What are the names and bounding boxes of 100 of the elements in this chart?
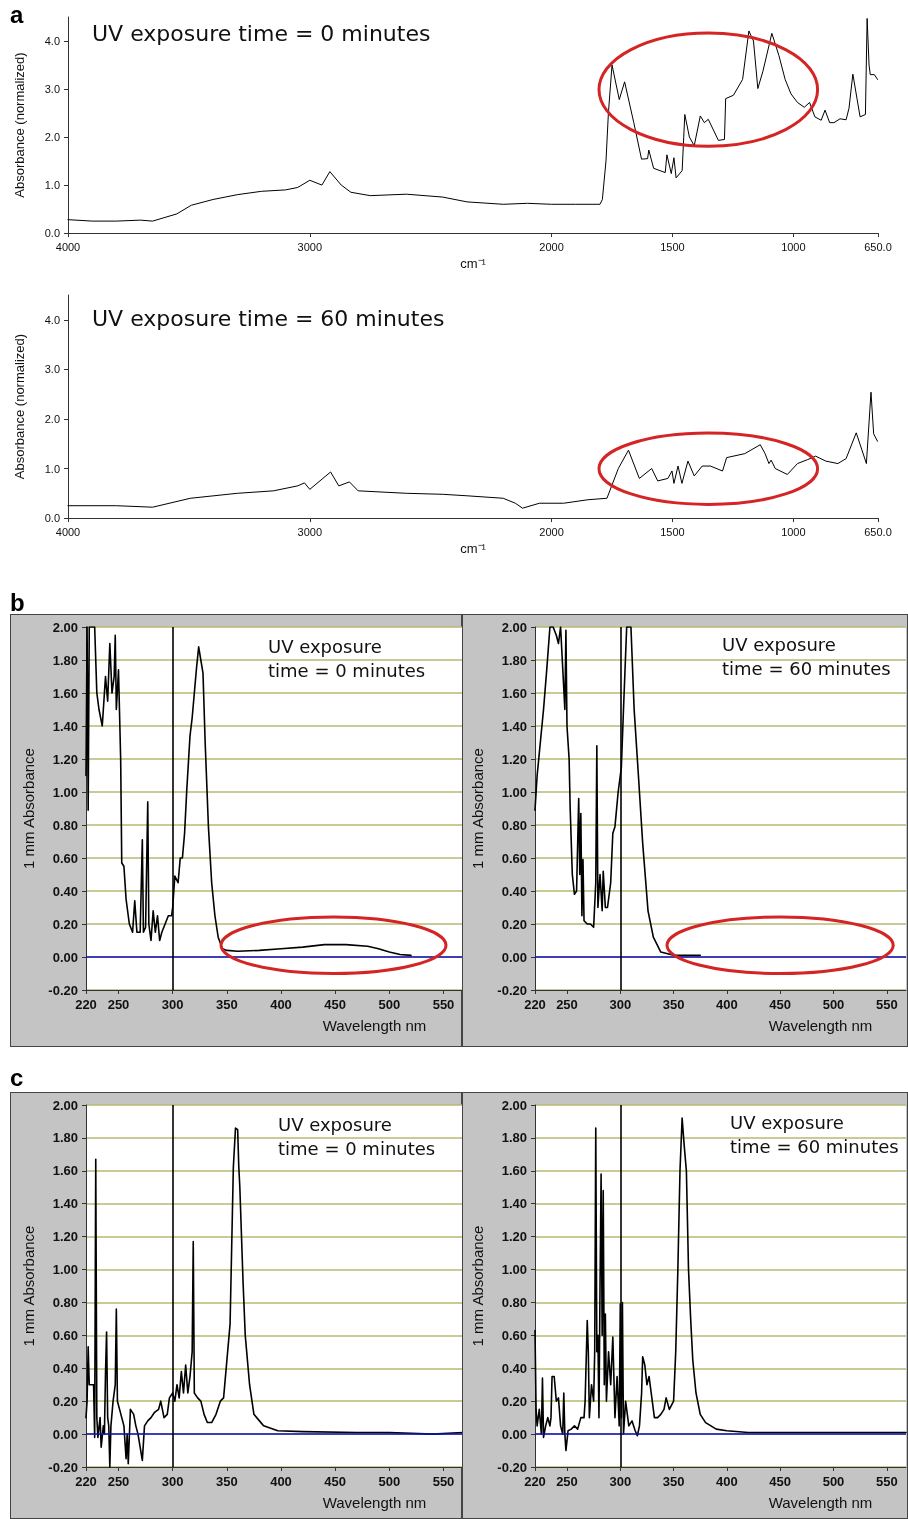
y-tick-label: 1.0	[44, 462, 60, 475]
x-tick-label: 450	[324, 1474, 347, 1489]
y-tick-label: 0.80	[501, 817, 527, 833]
text: b	[10, 588, 25, 616]
line-series	[67, 17, 879, 222]
y-tick-label: 0.0	[44, 512, 60, 525]
x-tick-label: 300	[609, 1474, 632, 1489]
y-tick-label: 0.00	[52, 949, 78, 965]
y-tick-label: 0.40	[501, 883, 527, 899]
y-axis-title: Absorbance (normalized)	[12, 52, 27, 198]
y-tick-label: 0.60	[52, 1327, 78, 1343]
x-tick-label: 400	[716, 997, 738, 1012]
y-tick-label: 1.80	[52, 1130, 78, 1146]
x-tick-label: 1500	[660, 525, 685, 538]
x-tick-label: 500	[378, 997, 401, 1012]
x-tick-label: 250	[556, 1474, 578, 1489]
y-tick-label: 1.40	[52, 1196, 78, 1212]
y-tick-label: 1.00	[52, 784, 78, 800]
x-tick-label: 2000	[539, 240, 564, 253]
y-tick-label: 0.0	[44, 227, 60, 240]
y-tick-label: 0.00	[501, 1426, 527, 1442]
y-tick-label: 1.00	[501, 1262, 527, 1278]
x-axis-title: Wavelength nm	[322, 1494, 427, 1511]
x-axis-title: cm⁻¹	[460, 256, 487, 271]
x-tick-label: 550	[432, 997, 455, 1012]
y-tick-label: 2.00	[52, 619, 78, 635]
y-tick-label: 1.0	[44, 179, 60, 192]
y-tick-label: 1.00	[52, 1262, 78, 1278]
text: time = 60 minutes	[722, 657, 891, 679]
x-tick-label: 220	[75, 997, 97, 1012]
y-tick-label: 2.00	[501, 619, 527, 635]
chart-title: UV exposure	[730, 1111, 844, 1133]
text: a	[10, 0, 24, 28]
y-tick-label: 1.80	[52, 652, 78, 668]
y-tick-label: 0.80	[501, 1294, 527, 1310]
x-tick-label: 400	[716, 1474, 738, 1489]
x-tick-label: 500	[378, 1474, 401, 1489]
y-tick-label: 2.00	[52, 1097, 78, 1113]
y-tick-label: 0.60	[501, 1327, 527, 1343]
y-axis-title: Absorbance (normalized)	[12, 333, 27, 480]
x-tick-label: 450	[769, 997, 792, 1012]
x-tick-label: 3000	[297, 525, 323, 538]
x-axis-title: Wavelength nm	[322, 1017, 427, 1034]
y-tick-label: 1.40	[501, 718, 527, 734]
x-tick-label: 350	[215, 997, 238, 1012]
y-tick-label: -0.20	[497, 982, 527, 998]
y-tick-label: 0.20	[52, 916, 78, 932]
x-tick-label: 350	[662, 1474, 685, 1489]
y-tick-label: 1.00	[501, 784, 527, 800]
x-tick-label: 550	[875, 997, 898, 1012]
x-tick-label: 450	[324, 997, 347, 1012]
y-axis-title: 1 mm Absorbance	[469, 1225, 486, 1347]
y-tick-label: 0.60	[501, 850, 527, 866]
x-tick-label: 500	[822, 1474, 845, 1489]
x-tick-label: 550	[875, 1474, 898, 1489]
y-tick-label: 1.60	[52, 1163, 78, 1179]
text: UV exposure	[268, 635, 382, 657]
y-tick-label: 0.20	[501, 916, 527, 932]
text: UV exposure	[278, 1113, 392, 1135]
y-tick-label: 0.80	[52, 1294, 78, 1310]
y-tick-label: 1.20	[52, 751, 78, 767]
y-tick-label: 1.80	[501, 652, 527, 668]
x-tick-label: 400	[270, 997, 292, 1012]
x-tick-label: 1000	[781, 240, 806, 253]
x-tick-label: 1500	[660, 240, 685, 253]
x-axis-title: Wavelength nm	[768, 1494, 873, 1511]
y-tick-label: 2.0	[44, 131, 60, 144]
y-tick-label: 0.80	[52, 817, 78, 833]
x-tick-label: 220	[524, 1474, 546, 1489]
y-tick-label: 0.40	[52, 883, 78, 899]
y-tick-label: 1.60	[52, 685, 78, 701]
y-axis-title: 1 mm Absorbance	[20, 1225, 37, 1347]
y-tick-label: 1.60	[501, 685, 527, 701]
x-tick-label: 450	[769, 1474, 792, 1489]
chart-title: UV exposure	[722, 633, 836, 655]
chart-title: UV exposure time = 0 minutes	[92, 20, 431, 46]
y-tick-label: 0.00	[501, 949, 527, 965]
x-tick-label: 4000	[55, 525, 81, 538]
y-tick-label: 0.60	[52, 850, 78, 866]
y-tick-label: -0.20	[48, 982, 78, 998]
x-tick-label: 250	[556, 997, 578, 1012]
text: time = 60 minutes	[730, 1135, 899, 1157]
y-tick-label: 1.20	[501, 1229, 527, 1245]
y-tick-label: 2.0	[44, 412, 60, 425]
y-tick-label: 1.20	[501, 751, 527, 767]
y-axis-title: 1 mm Absorbance	[20, 748, 37, 869]
y-tick-label: 3.0	[44, 363, 60, 376]
x-tick-label: 220	[75, 1474, 97, 1489]
y-tick-label: -0.20	[48, 1459, 78, 1475]
x-tick-label: 350	[662, 997, 685, 1012]
line-series	[67, 391, 879, 509]
x-tick-label: 650.0	[864, 240, 892, 253]
x-tick-label: 2000	[539, 525, 564, 538]
y-tick-label: 1.40	[501, 1196, 527, 1212]
x-tick-label: 1000	[781, 525, 806, 538]
y-tick-label: -0.20	[497, 1459, 527, 1475]
y-tick-label: 0.20	[52, 1393, 78, 1409]
x-tick-label: 300	[161, 1474, 184, 1489]
x-tick-label: 650.0	[864, 525, 892, 538]
y-tick-label: 1.80	[501, 1130, 527, 1146]
